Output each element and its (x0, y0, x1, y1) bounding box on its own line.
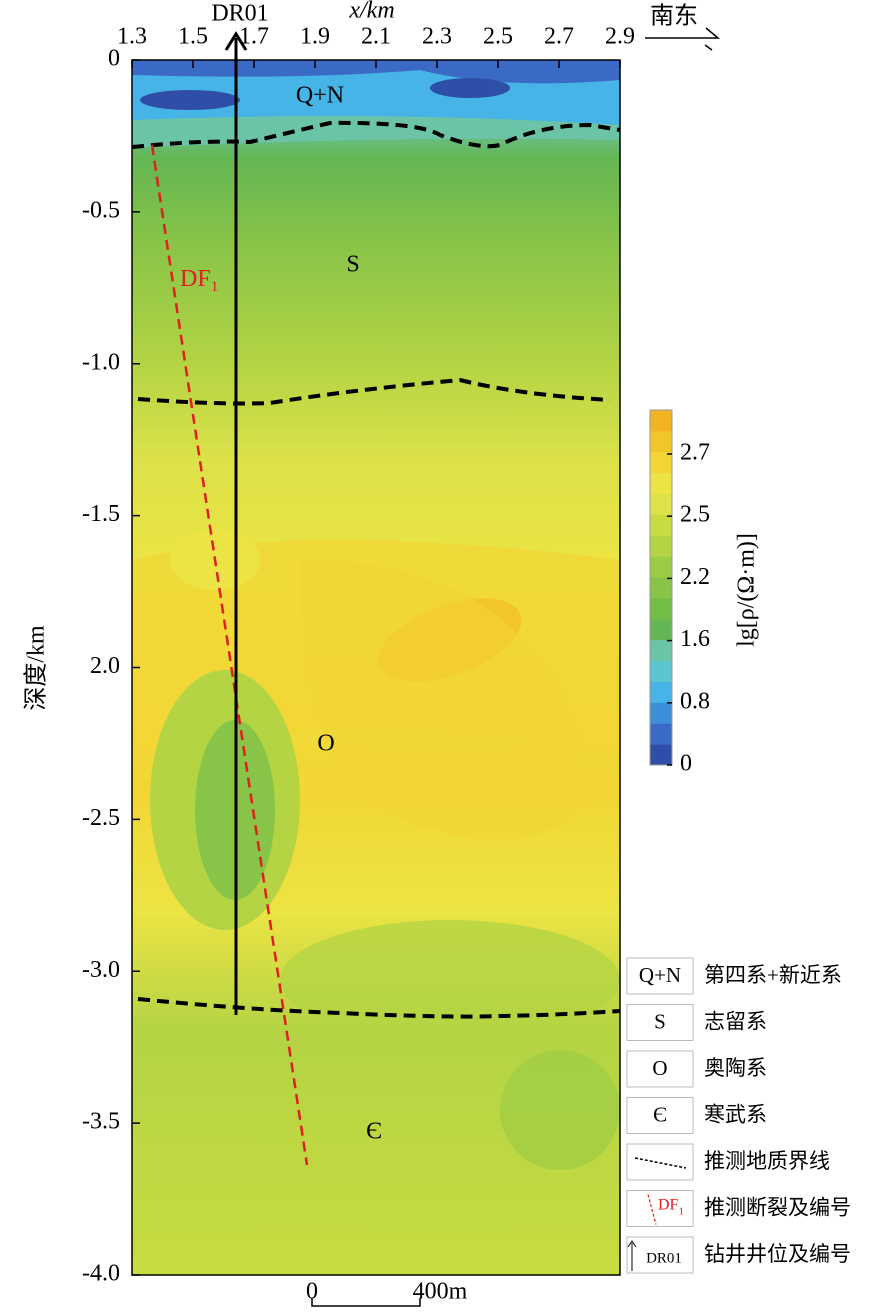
legend-label: 寒武系 (704, 1102, 767, 1126)
well-label: DR01 (211, 1, 268, 27)
legend-symbol: O (652, 1056, 667, 1080)
colorbar-cell (650, 472, 672, 495)
legend-box (626, 1143, 694, 1181)
legend-symbol: DF1 (658, 1196, 684, 1217)
legend-label: 钻井井位及编号 (704, 1242, 851, 1266)
x-tick-label: 1.5 (178, 24, 208, 50)
resistivity-map (132, 60, 620, 1275)
colorbar-tick-label: 1.6 (680, 626, 710, 652)
legend-label: 奥陶系 (704, 1056, 767, 1080)
fault-name: DF (180, 266, 211, 292)
legend-label: 第四系+新近系 (704, 963, 842, 987)
scale-label: 400m (413, 1279, 468, 1305)
legend-item: Q+N 第四系+新近系 (626, 957, 842, 995)
legend-box (626, 1050, 694, 1088)
legend-item: DF1 推测断裂及编号 (626, 1190, 851, 1227)
well-arrow (224, 31, 248, 51)
legend-line (634, 1157, 687, 1169)
colorbar-tick-label: 2.7 (680, 440, 710, 466)
colorbar-cell (650, 430, 672, 453)
colorbar-cell (650, 618, 672, 641)
stratum-label: S (346, 252, 359, 278)
legend-item: S 志留系 (626, 1004, 767, 1041)
colorbar-cell (650, 410, 672, 432)
legend-symbol: Q+N (639, 963, 681, 987)
legend-symbol-sub: 1 (678, 1205, 684, 1217)
colorbar-tick-label: 2.5 (680, 502, 710, 528)
colorbar-cell (650, 702, 672, 724)
x-tick-label: 2.5 (483, 24, 513, 50)
stratum-label: O (317, 731, 334, 757)
legend-label: 推测断裂及编号 (704, 1195, 851, 1219)
legend-box (626, 1236, 694, 1274)
stratum-label: Є (366, 1119, 382, 1145)
legend-item: 推测地质界线 (626, 1143, 830, 1181)
legend-symbol-name: DF (658, 1196, 679, 1213)
colorbar-cell (650, 723, 672, 745)
x-tick-label: 1.9 (300, 24, 330, 50)
direction-arrow (645, 27, 721, 51)
legend-box (626, 1190, 694, 1227)
legend-label: 推测地质界线 (704, 1149, 830, 1173)
fault-line (150, 144, 309, 1166)
legend-box (626, 957, 694, 995)
y-tick-label: -3.5 (82, 1109, 120, 1135)
colorbar-cell (650, 597, 672, 620)
x-tick-label: 2.1 (361, 24, 391, 50)
y-tick-label: -2.5 (82, 805, 120, 831)
colorbar-cell (650, 577, 672, 599)
legend-well (627, 1240, 637, 1271)
y-tick-label: 0 (108, 46, 120, 72)
legend-fault (647, 1194, 657, 1225)
legend-symbol: DR01 (646, 1250, 682, 1266)
legend-item: DR01 钻井井位及编号 (626, 1236, 851, 1274)
y-tick-label: -0.5 (82, 197, 120, 223)
colorbar-frame (649, 409, 673, 766)
y-axis-label: 深度/km (23, 625, 50, 711)
boundaries (131, 120, 621, 1019)
colorbar-cell (650, 660, 672, 682)
legend-symbol: Є (653, 1102, 667, 1126)
colorbar-cell (650, 493, 672, 515)
colorbar-cell (650, 681, 672, 703)
fault-sub: 1 (211, 279, 219, 295)
x-tick-label: 2.7 (544, 24, 574, 50)
colorbar-cell (650, 556, 672, 578)
colorbar-cell (650, 744, 672, 766)
legend-item: O 奥陶系 (626, 1050, 767, 1088)
colorbar-cell (650, 451, 672, 474)
y-tick-label: -1.5 (82, 501, 120, 527)
legend-symbol: S (654, 1009, 666, 1033)
x-tick-label: 1.3 (117, 24, 147, 50)
x-tick-label: 2.9 (605, 24, 635, 50)
legend-label: 志留系 (704, 1009, 767, 1033)
legend-box (626, 1097, 694, 1134)
colorbar-tick-label: 0 (680, 751, 692, 777)
legend-box (626, 1004, 694, 1041)
x-tick-label: 2.3 (422, 24, 452, 50)
y-tick-label: 2.0 (90, 653, 120, 679)
legend-item: Є 寒武系 (626, 1097, 767, 1134)
scale-bar: 0 400m (306, 1279, 468, 1307)
x-tick-label: 1.7 (239, 24, 269, 50)
colorbar-label: lg[ρ/(Ω·m)] (734, 533, 760, 647)
y-tick-label: -1.0 (82, 349, 120, 375)
colorbar-tick-label: 2.2 (680, 564, 710, 590)
colorbar-cell (650, 514, 672, 536)
stratum-label: Q+N (296, 83, 344, 109)
colorbar-cell (650, 535, 672, 557)
fault-label: DF1 (180, 266, 218, 296)
y-tick-label: -4.0 (82, 1261, 120, 1287)
x-axis-label: x/km (348, 0, 394, 24)
colorbar-cell (650, 639, 672, 662)
colorbar-tick-label: 0.8 (680, 688, 710, 714)
scale-label: 0 (306, 1279, 318, 1305)
direction-label: 南东 (650, 3, 698, 30)
y-tick-label: -3.0 (82, 957, 120, 983)
